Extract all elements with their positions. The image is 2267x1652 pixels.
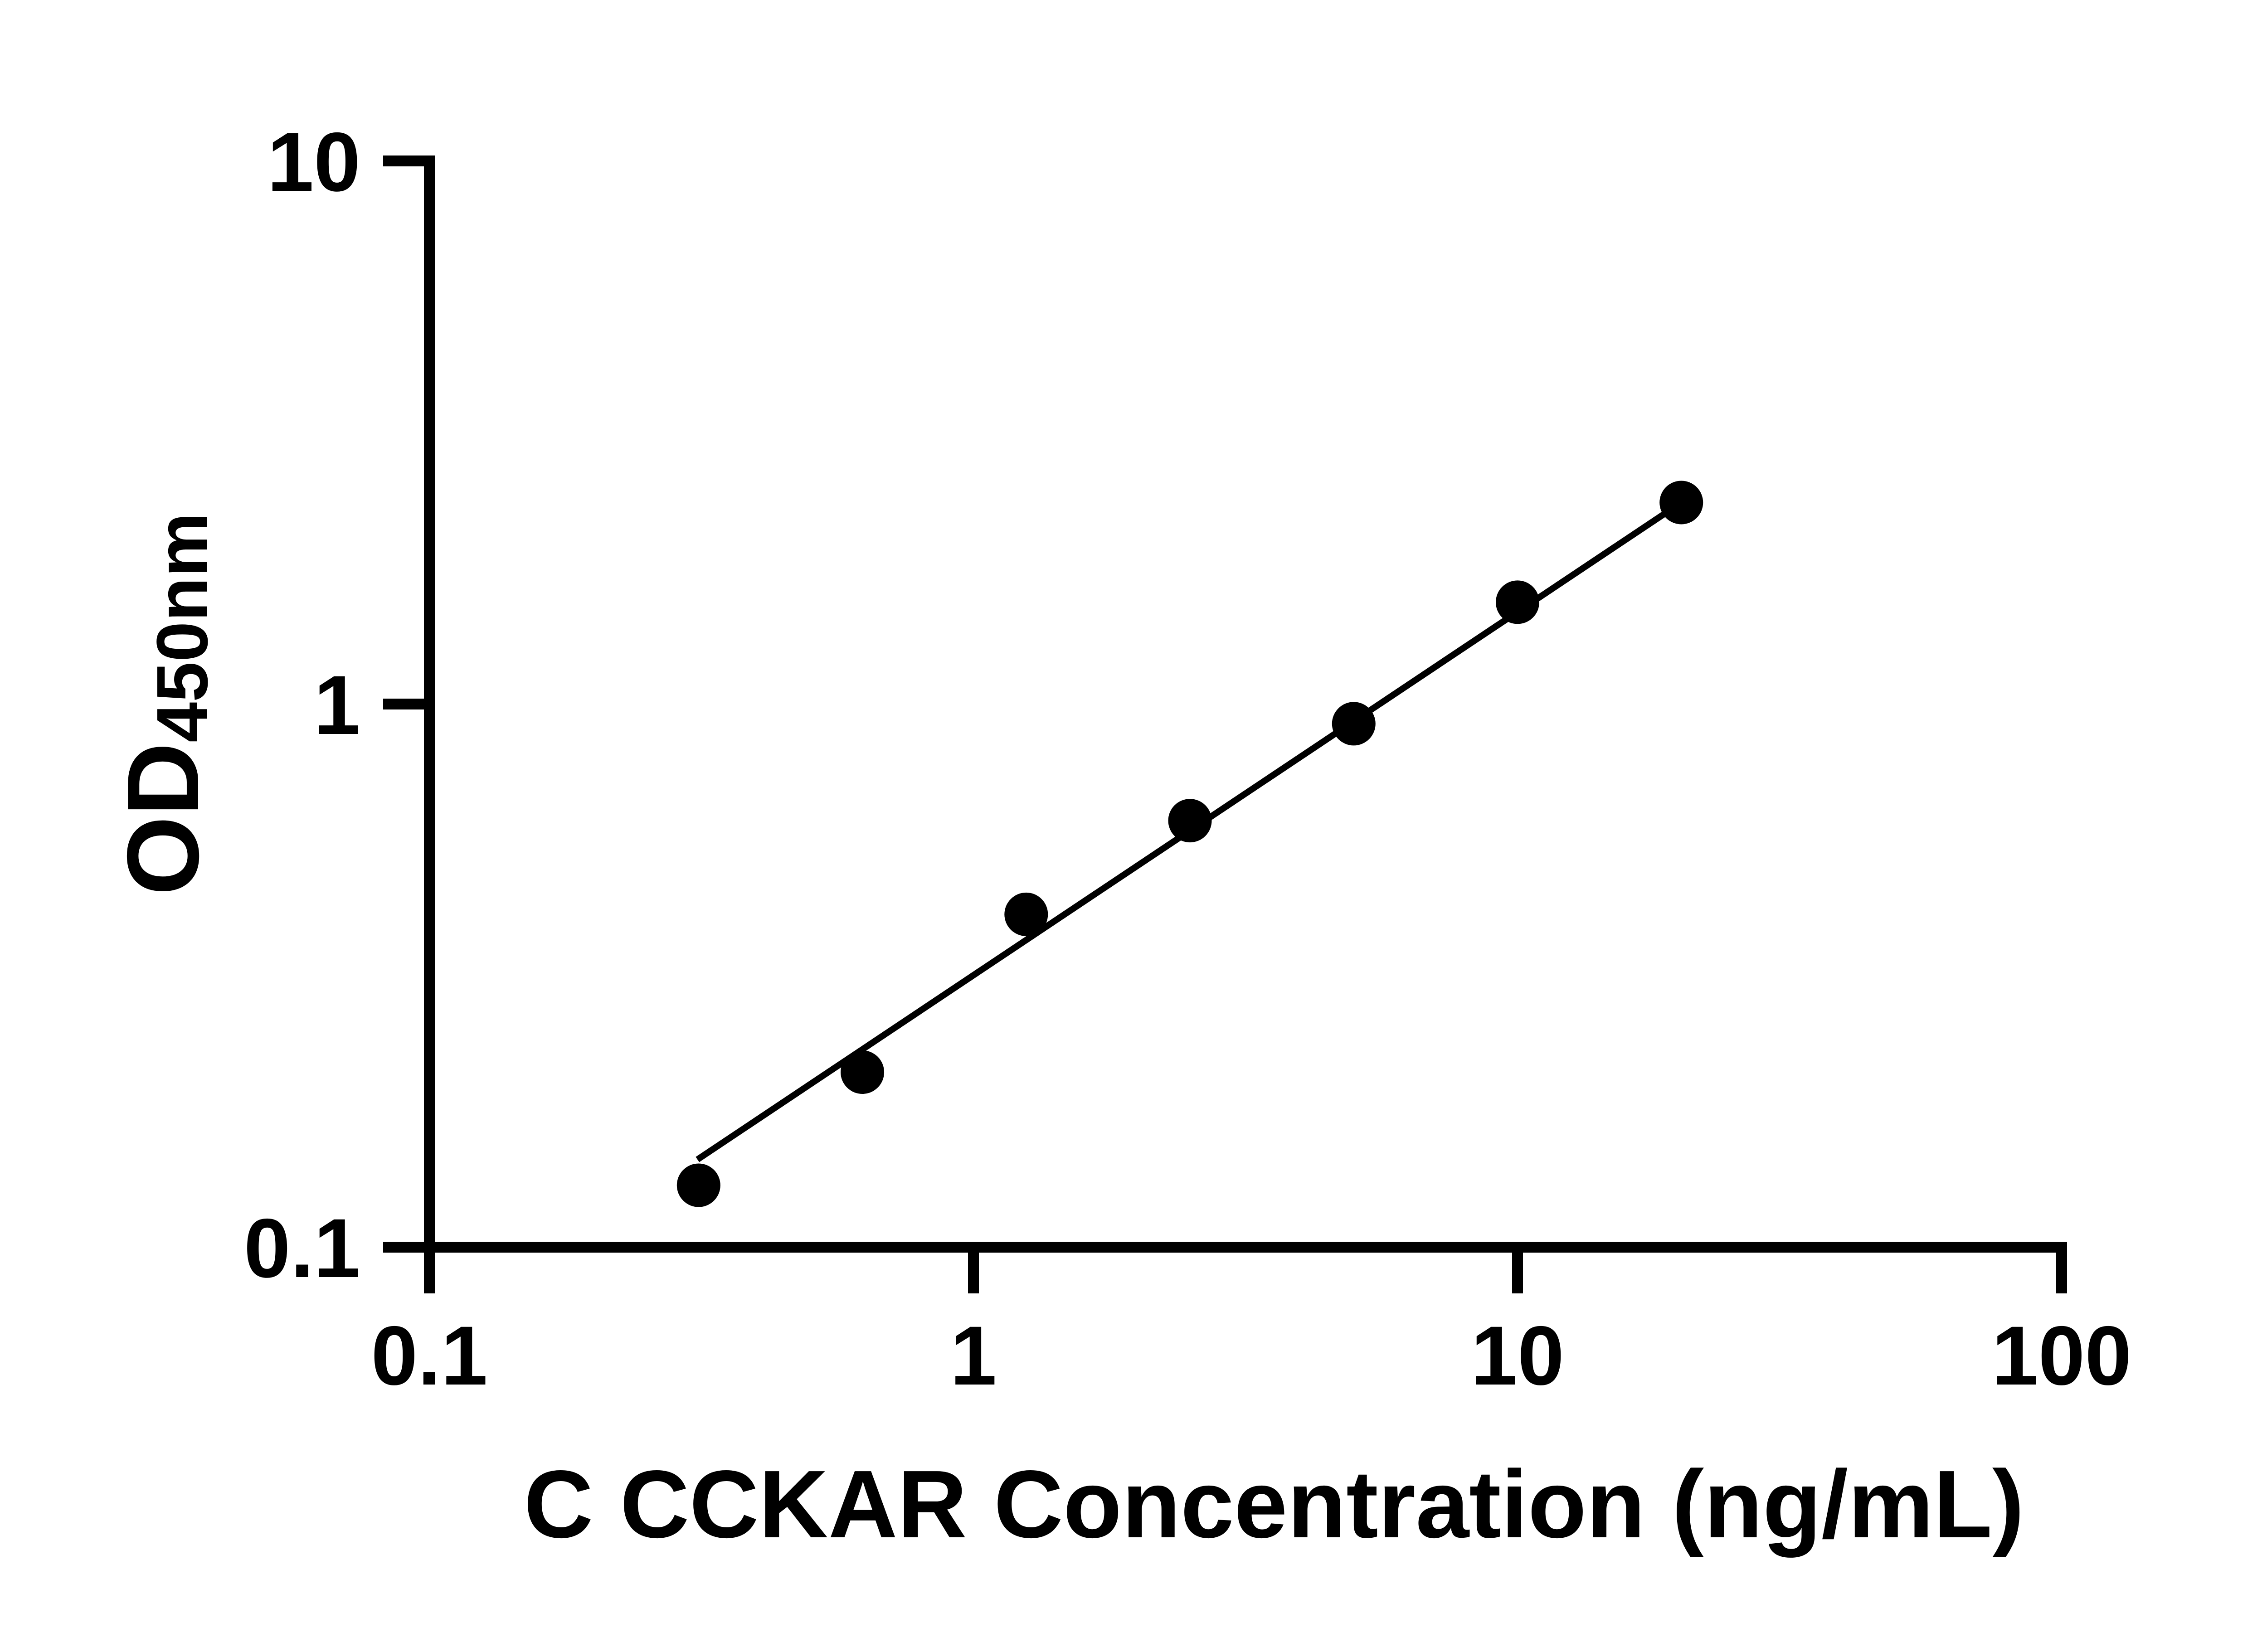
y-tick-label: 1 xyxy=(314,659,360,752)
data-point xyxy=(1004,892,1048,936)
y-axis-title-subscript: 450nm xyxy=(141,513,223,743)
data-point xyxy=(841,1050,885,1094)
y-axis-title: OD450nm xyxy=(106,513,223,895)
data-point xyxy=(1496,580,1539,624)
data-point xyxy=(1659,481,1703,525)
x-tick-label: 100 xyxy=(1992,1309,2132,1403)
x-tick-label: 1 xyxy=(950,1309,997,1403)
y-tick-label: 0.1 xyxy=(244,1202,360,1295)
data-point xyxy=(1168,799,1212,843)
data-point xyxy=(1332,702,1376,746)
elisa-standard-curve-figure: 0.1 1 10 0.1 1 10 100 OD450nm C CCKAR Concentr… xyxy=(18,7,2267,1645)
y-axis-title-main: OD xyxy=(106,743,220,896)
data-point xyxy=(676,1163,720,1207)
chart-background xyxy=(18,7,2267,1645)
x-tick-label: 10 xyxy=(1471,1309,1564,1403)
standard-curve-chart: 0.1 1 10 0.1 1 10 100 OD450nm C CCKAR Concentr… xyxy=(18,7,2267,1645)
y-tick-label: 10 xyxy=(267,116,360,209)
x-axis-title: C CCKAR Concentration (ng/mL) xyxy=(524,1450,2024,1558)
plot-area: 0.1 1 10 0.1 1 10 100 xyxy=(244,116,2132,1403)
x-tick-label: 0.1 xyxy=(371,1309,487,1403)
